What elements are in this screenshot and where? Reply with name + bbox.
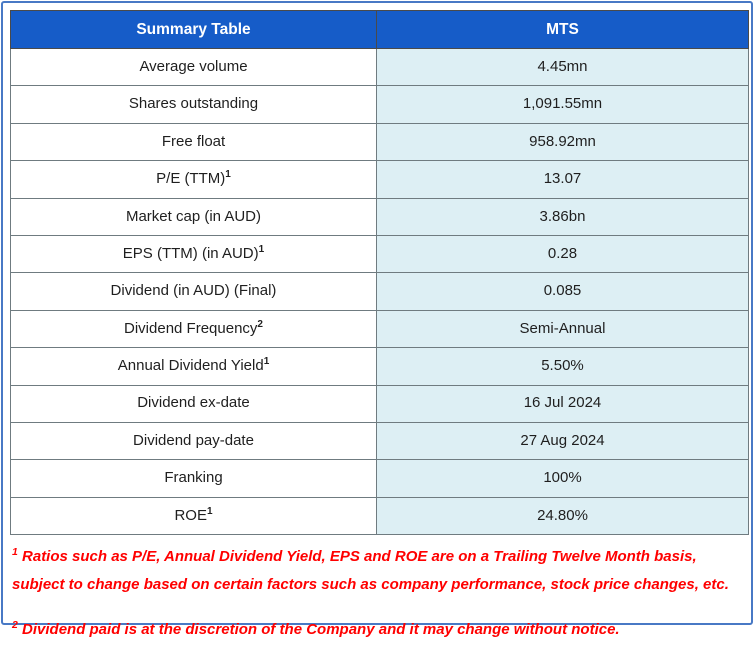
header-cell-mts: MTS <box>376 10 749 49</box>
metric-label-cell: Franking <box>10 459 377 498</box>
table-row: EPS (TTM) (in AUD)1 0.28 <box>10 234 749 274</box>
footnote-ref: 1 <box>258 243 265 255</box>
metric-value-cell: 16 Jul 2024 <box>376 384 749 423</box>
metric-label-cell: Free float <box>10 122 377 162</box>
outer-frame: Summary Table MTS Average volume 4.45mn … <box>1 1 753 638</box>
summary-table: Summary Table MTS Average volume 4.45mn … <box>10 10 749 536</box>
footnote: 1 Ratios such as P/E, Annual Dividend Yi… <box>12 546 729 594</box>
metric-label-cell: P/E (TTM)1 <box>10 160 377 199</box>
table-row: Dividend (in AUD) (Final) 0.085 <box>10 272 749 311</box>
table-row: Dividend Frequency2 Semi-Annual <box>10 309 749 349</box>
table-row: Annual Dividend Yield1 5.50% <box>10 347 749 386</box>
metric-value-cell: 958.92mn <box>376 122 749 162</box>
metric-label-cell: Dividend pay-date <box>10 421 377 461</box>
metric-value-cell: 24.80% <box>376 496 749 536</box>
metric-label-cell: Dividend Frequency2 <box>10 309 377 349</box>
metric-value-cell: 100% <box>376 459 749 498</box>
footnote-ref: 1 <box>263 356 270 368</box>
metric-label-cell: Annual Dividend Yield1 <box>10 347 377 386</box>
table-header-row: Summary Table MTS <box>10 10 749 49</box>
table-row: ROE1 24.80% <box>10 496 749 536</box>
footnote-ref: 2 <box>257 318 263 330</box>
table-row: Franking 100% <box>10 459 749 498</box>
metric-value-cell: Semi-Annual <box>376 309 749 349</box>
metric-label-cell: EPS (TTM) (in AUD)1 <box>10 234 377 274</box>
metric-value-cell: 5.50% <box>376 347 749 386</box>
table-row: Free float 958.92mn <box>10 122 749 162</box>
metric-label-cell: Dividend ex-date <box>10 384 377 423</box>
table-row: Dividend ex-date 16 Jul 2024 <box>10 384 749 423</box>
footnote-marker: 2 <box>12 619 18 632</box>
metric-label-cell: Market cap (in AUD) <box>10 197 377 236</box>
table-row: Shares outstanding 1,091.55mn <box>10 85 749 124</box>
table-body: Average volume 4.45mn Shares outstanding… <box>10 47 749 536</box>
footnote-ref: 1 <box>225 169 231 181</box>
table-row: Average volume 4.45mn <box>10 47 749 87</box>
metric-label-cell: Shares outstanding <box>10 85 377 124</box>
page-content: Summary Table MTS Average volume 4.45mn … <box>10 10 749 661</box>
footnote: 2 Dividend paid is at the discretion of … <box>12 619 620 639</box>
footnote-ref: 1 <box>206 505 213 517</box>
table-row: Dividend pay-date 27 Aug 2024 <box>10 421 749 461</box>
footnotes: 1 Ratios such as P/E, Annual Dividend Yi… <box>10 543 748 644</box>
metric-value-cell: 3.86bn <box>376 197 749 236</box>
metric-value-cell: 4.45mn <box>376 47 749 87</box>
metric-label-cell: ROE1 <box>10 496 377 536</box>
metric-value-cell: 0.085 <box>376 272 749 311</box>
header-cell-summary-table: Summary Table <box>10 10 377 49</box>
table-row: P/E (TTM)1 13.07 <box>10 160 749 199</box>
table-row: Market cap (in AUD) 3.86bn <box>10 197 749 236</box>
metric-value-cell: 0.28 <box>376 234 749 274</box>
footnote-marker: 1 <box>12 546 18 559</box>
metric-label-cell: Dividend (in AUD) (Final) <box>10 272 377 311</box>
metric-value-cell: 13.07 <box>376 160 749 199</box>
metric-label-cell: Average volume <box>10 47 377 87</box>
metric-value-cell: 27 Aug 2024 <box>376 421 749 461</box>
metric-value-cell: 1,091.55mn <box>376 85 749 124</box>
